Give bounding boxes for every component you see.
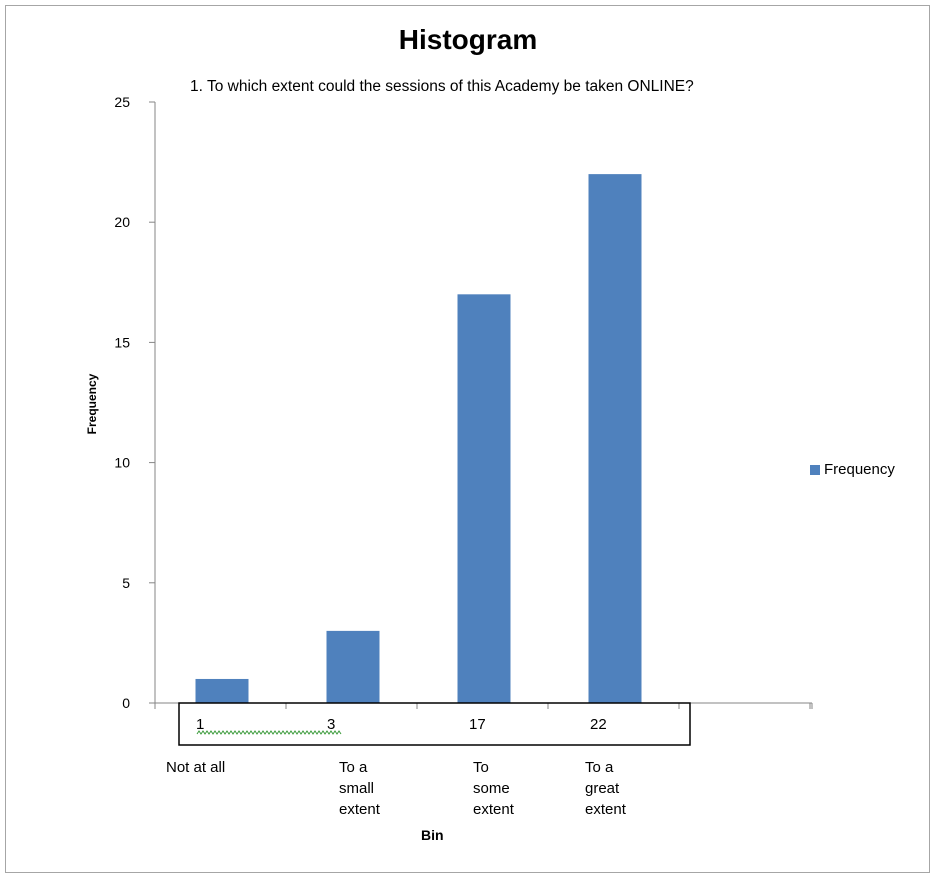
category-label: great [585,780,620,797]
legend-swatch [810,464,820,475]
data-table-value: 3 [327,716,335,733]
y-tick-label: 20 [114,214,130,230]
spellcheck-underline [196,730,342,735]
category-label: some [473,780,510,797]
category-label: To [473,759,489,776]
y-tick-label: 25 [114,94,130,110]
category-label: small [339,780,374,797]
data-table-value: 22 [590,716,607,733]
legend: Frequency [810,461,895,478]
data-table-value: 17 [469,716,486,733]
x-axis-label: Bin [421,827,444,843]
bar-1 [195,678,249,703]
chart-subtitle: 1. To which extent could the sessions of… [190,78,694,95]
data-table-box [178,702,691,746]
y-tick-label: 15 [114,334,130,350]
bar-3 [457,294,511,703]
y-tick-label: 10 [114,455,130,471]
bar-4 [588,174,642,703]
y-tick-label: 5 [122,575,130,591]
legend-label: Frequency [824,461,895,478]
chart-title: Histogram [398,24,538,55]
bar-2 [326,630,380,703]
category-label: To a [585,759,614,776]
chart-frame [5,5,930,873]
data-table-value: 1 [196,716,204,733]
category-label: extent [585,801,627,818]
category-label: extent [473,801,515,818]
y-tick-label: 0 [122,695,130,711]
category-label: extent [339,801,381,818]
category-label: Not at all [166,759,225,776]
category-label: To a [339,759,368,776]
